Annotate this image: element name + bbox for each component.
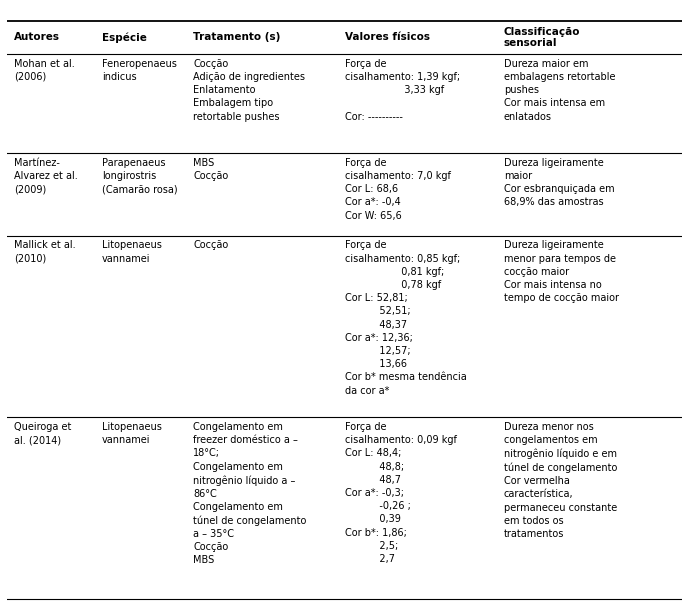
- Text: Litopenaeus
vannamei: Litopenaeus vannamei: [102, 422, 162, 445]
- Text: Classificação
sensorial: Classificação sensorial: [504, 27, 580, 48]
- Text: Cocção: Cocção: [193, 240, 229, 250]
- Text: Tratamento (s): Tratamento (s): [193, 32, 280, 43]
- Text: Valores físicos: Valores físicos: [345, 32, 430, 43]
- Text: Mohan et al.
(2006): Mohan et al. (2006): [14, 59, 75, 82]
- Text: Parapenaeus
longirostris
(Camarão rosa): Parapenaeus longirostris (Camarão rosa): [102, 158, 178, 194]
- Text: Feneropenaeus
indicus: Feneropenaeus indicus: [102, 59, 177, 82]
- Text: Dureza ligeiramente
menor para tempos de
cocção maior
Cor mais intensa no
tempo : Dureza ligeiramente menor para tempos de…: [504, 240, 619, 303]
- Text: Martínez-
Alvarez et al.
(2009): Martínez- Alvarez et al. (2009): [14, 158, 78, 194]
- Text: Mallick et al.
(2010): Mallick et al. (2010): [14, 240, 76, 264]
- Text: Força de
cisalhamento: 1,39 kgf;
                   3,33 kgf

Cor: ----------: Força de cisalhamento: 1,39 kgf; 3,33 kg…: [345, 59, 460, 122]
- Text: Cocção
Adição de ingredientes
Enlatamento
Embalagem tipo
retortable pushes: Cocção Adição de ingredientes Enlatament…: [193, 59, 305, 122]
- Text: Dureza menor nos
congelamentos em
nitrogênio líquido e em
túnel de congelamento
: Dureza menor nos congelamentos em nitrog…: [504, 422, 617, 539]
- Text: Dureza maior em
embalagens retortable
pushes
Cor mais intensa em
enlatados: Dureza maior em embalagens retortable pu…: [504, 59, 615, 122]
- Text: Congelamento em
freezer doméstico a –
18°C;
Congelamento em
nitrogênio líquido a: Congelamento em freezer doméstico a – 18…: [193, 422, 307, 565]
- Text: Dureza ligeiramente
maior
Cor esbranquiçada em
68,9% das amostras: Dureza ligeiramente maior Cor esbranquiç…: [504, 158, 615, 207]
- Text: Espécie: Espécie: [102, 32, 147, 43]
- Text: MBS
Cocção: MBS Cocção: [193, 158, 229, 181]
- Text: Força de
cisalhamento: 7,0 kgf
Cor L: 68,6
Cor a*: -0,4
Cor W: 65,6: Força de cisalhamento: 7,0 kgf Cor L: 68…: [345, 158, 451, 221]
- Text: Força de
cisalhamento: 0,85 kgf;
                  0,81 kgf;
                  0: Força de cisalhamento: 0,85 kgf; 0,81 kg…: [345, 240, 467, 396]
- Text: Queiroga et
al. (2014): Queiroga et al. (2014): [14, 422, 72, 445]
- Text: Autores: Autores: [14, 32, 61, 43]
- Text: Litopenaeus
vannamei: Litopenaeus vannamei: [102, 240, 162, 264]
- Text: Força de
cisalhamento: 0,09 kgf
Cor L: 48,4;
           48,8;
           48,7
Co: Força de cisalhamento: 0,09 kgf Cor L: 4…: [345, 422, 457, 564]
